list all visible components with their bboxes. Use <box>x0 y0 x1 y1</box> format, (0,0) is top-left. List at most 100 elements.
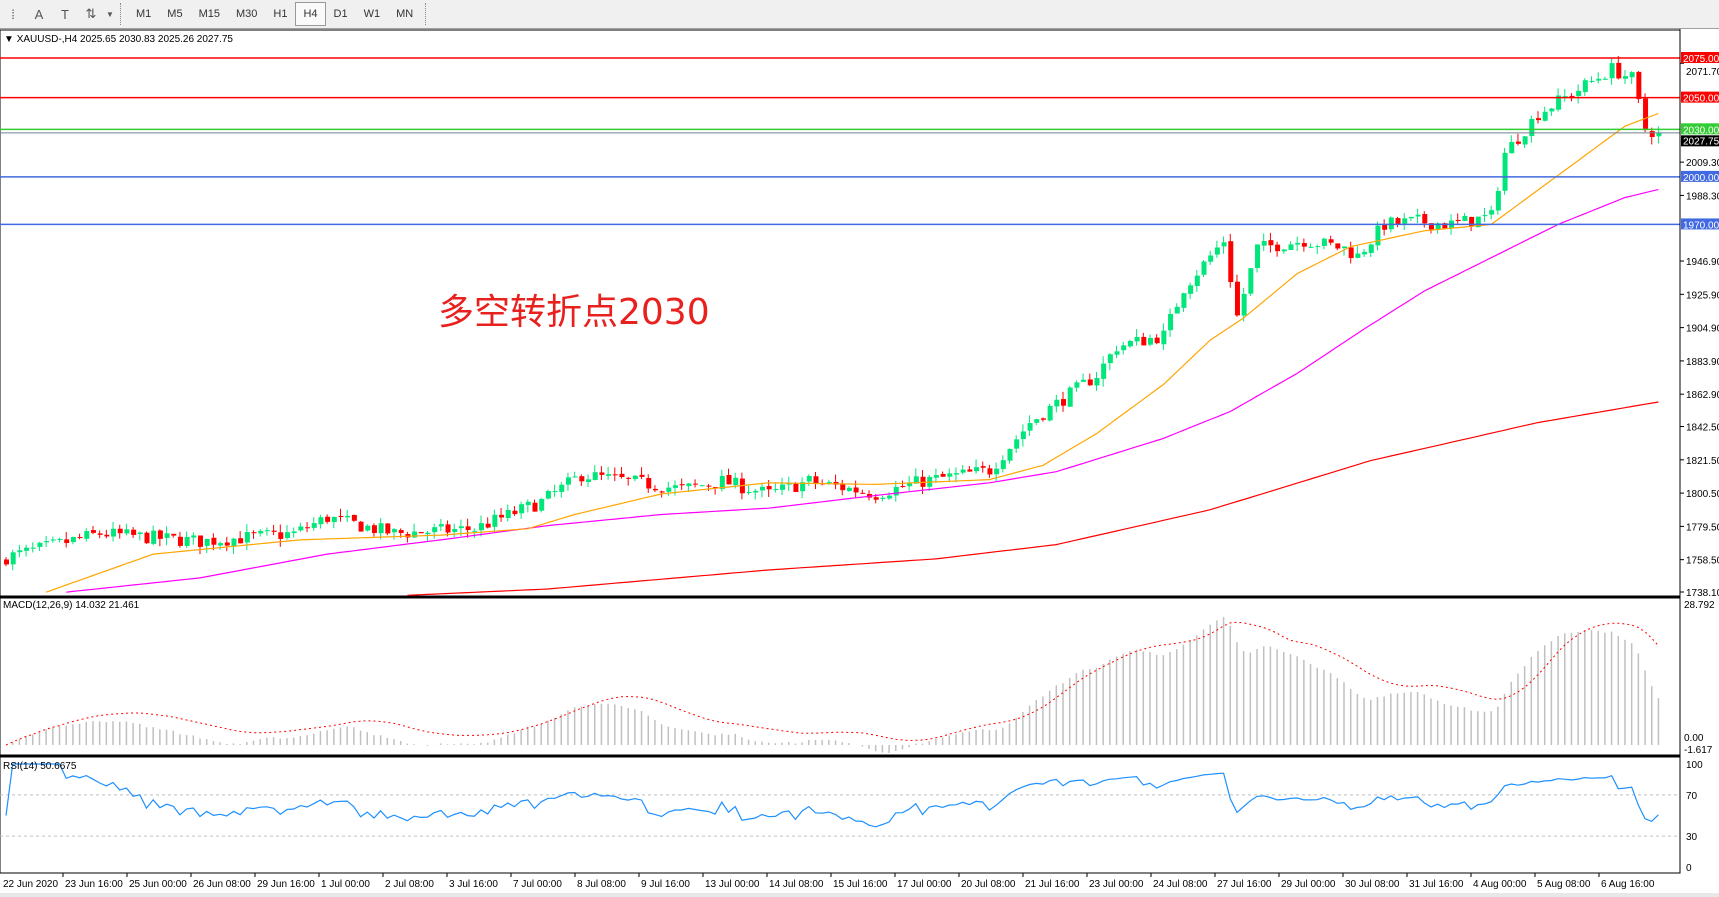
text-label-icon[interactable]: T <box>61 6 69 22</box>
time-axis-label: 13 Jul 00:00 <box>705 879 760 890</box>
timeframe-m30[interactable]: M30 <box>235 8 258 20</box>
candle-body <box>191 535 197 538</box>
candle-body <box>532 502 538 512</box>
candle-body <box>258 530 264 534</box>
candle-body <box>10 552 16 565</box>
candle-body <box>619 473 625 478</box>
candle-body <box>880 497 886 499</box>
candle-body <box>994 468 1000 475</box>
candle-body <box>478 523 484 531</box>
price-axis-label: 1988.30 <box>1686 191 1719 202</box>
candle-body <box>1643 98 1649 131</box>
current-price-box <box>1681 135 1719 147</box>
timeframe-m1[interactable]: M1 <box>136 8 152 20</box>
candle-body <box>70 537 76 543</box>
rsi-axis-label: 0 <box>1686 863 1692 874</box>
candle-body <box>131 529 137 535</box>
candle-body <box>1422 214 1428 224</box>
candle-body <box>24 547 30 551</box>
candle-body <box>1154 337 1160 344</box>
candle-body <box>1408 216 1414 219</box>
price-axis-label: 1862.90 <box>1686 390 1719 401</box>
candle-body <box>974 467 980 472</box>
timeframe-m5[interactable]: M5 <box>167 8 183 20</box>
candle-body <box>1074 382 1080 388</box>
candle-body <box>780 484 786 490</box>
candle-body <box>987 468 993 475</box>
collapse-triangle-icon[interactable]: ▼ <box>4 34 17 45</box>
candle-body <box>766 486 772 490</box>
candle-body <box>1315 246 1321 248</box>
candle-body <box>1388 217 1394 230</box>
candle-body <box>398 530 404 533</box>
text-icon[interactable]: A <box>34 6 44 22</box>
crosshair-grid-icon[interactable]: ⁞ <box>11 6 15 22</box>
candle-body <box>57 538 63 540</box>
timeframe-h1[interactable]: H1 <box>273 8 288 20</box>
chevron-down-icon[interactable]: ▼ <box>106 9 114 19</box>
candle-body <box>37 542 43 547</box>
candle-body <box>967 469 973 472</box>
candle-body <box>632 475 638 480</box>
candle-body <box>318 517 324 525</box>
candle-body <box>960 469 966 473</box>
candle-body <box>1562 96 1568 98</box>
candle-body <box>1442 223 1448 229</box>
candle-body <box>338 515 344 517</box>
candle-body <box>137 532 143 535</box>
annotation-text: 多空转折点2030 <box>438 292 710 333</box>
time-axis-label: 31 Jul 16:00 <box>1409 879 1464 890</box>
price-axis-label: 1883.90 <box>1686 357 1719 368</box>
level-label: 2075.00 <box>1683 54 1719 65</box>
candle-body <box>164 533 170 538</box>
macd-axis-label: -1.617 <box>1684 745 1713 756</box>
timeframe-m15[interactable]: M15 <box>198 8 220 20</box>
candle-body <box>418 531 424 534</box>
candle-body <box>940 473 946 477</box>
ma-slow-line <box>407 401 1659 596</box>
candle-body <box>1241 293 1247 316</box>
candle-body <box>77 537 83 539</box>
candle-body <box>1188 285 1194 294</box>
candle-body <box>1482 215 1488 217</box>
candle-body <box>786 483 792 485</box>
candle-body <box>472 530 478 532</box>
time-axis-label: 24 Jul 08:00 <box>1153 879 1208 890</box>
symbol-ohlc: XAUUSD-,H4 2025.65 2030.83 2025.26 2027.… <box>16 34 233 45</box>
candle-body <box>1469 216 1475 227</box>
rsi-axis-label: 70 <box>1686 791 1698 802</box>
candle-body <box>1161 330 1167 345</box>
candle-body <box>251 532 257 534</box>
candle-body <box>1382 224 1388 230</box>
candle-body <box>679 484 685 486</box>
candle-body <box>1576 90 1582 97</box>
rsi-line <box>5 763 1659 828</box>
candle-body <box>177 536 183 546</box>
price-chart[interactable]: 2071.70 2009.30 1988.30 1946.90 1925.90 1904.… <box>0 29 1719 897</box>
level-label: 2000.00 <box>1683 173 1719 184</box>
candle-body <box>1321 238 1327 246</box>
macd-axis-label: 0.00 <box>1684 733 1704 744</box>
candle-body <box>111 528 117 537</box>
time-axis-label: 8 Jul 08:00 <box>577 879 626 890</box>
candle-body <box>1549 108 1555 112</box>
candle-body <box>900 486 906 488</box>
price-axis-label: 1904.90 <box>1686 324 1719 335</box>
timeframe-w1[interactable]: W1 <box>363 8 381 20</box>
timeframe-mn[interactable]: MN <box>396 8 414 20</box>
ma-mid-line <box>66 189 1659 593</box>
candle-body <box>1301 243 1307 247</box>
candle-body <box>1027 423 1033 431</box>
candle-body <box>1536 118 1542 121</box>
timeframe-h4[interactable]: H4 <box>295 2 326 26</box>
arrows-icon[interactable]: ⇅ <box>85 6 97 21</box>
rsi-title: RSI(14) 50.6675 <box>3 761 77 772</box>
candle-body <box>231 538 237 547</box>
candle-body <box>592 472 598 480</box>
time-axis-label: 5 Aug 08:00 <box>1537 879 1591 890</box>
timeframe-d1[interactable]: D1 <box>333 8 348 20</box>
toolbar-separator <box>120 3 124 25</box>
time-axis-label: 17 Jul 00:00 <box>897 879 952 890</box>
candle-body <box>1034 419 1040 423</box>
candle-body <box>1362 251 1368 255</box>
